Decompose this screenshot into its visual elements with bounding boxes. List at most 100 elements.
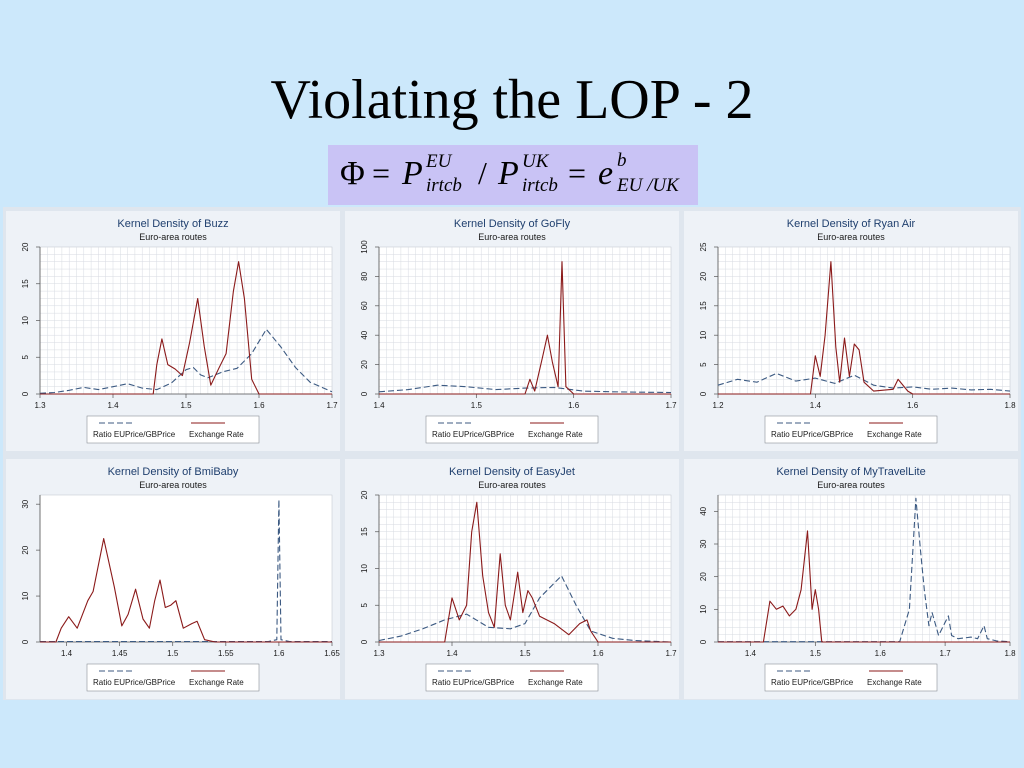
chart-svg: Kernel Density of MyTravelLite Euro-area … <box>699 466 1016 692</box>
y-tick-label: 0 <box>21 639 30 644</box>
x-tick-label: 1.6 <box>253 401 265 410</box>
formula-phi: Φ <box>340 155 365 192</box>
legend: Ratio EUPrice/GBPrice Exchange Rate <box>86 663 260 692</box>
y-tick-label: 0 <box>699 391 708 396</box>
chart-panel-buzz: Kernel Density of Buzz Euro-area routes 1.… <box>6 211 340 451</box>
y-tick-label: 100 <box>360 240 369 254</box>
chart-title: Kernel Density of GoFly <box>454 218 571 230</box>
y-tick-label: 20 <box>360 490 369 499</box>
legend-label: Ratio EUPrice/GBPrice <box>771 430 854 439</box>
y-tick-label: 20 <box>21 242 30 251</box>
series-line-ratio <box>718 497 1011 643</box>
y-tick-label: 15 <box>360 527 369 536</box>
y-tick-label: 0 <box>21 391 30 396</box>
chart-panel-easyjet: Kernel Density of EasyJet Euro-area route… <box>345 459 679 699</box>
grid-lines <box>718 247 1010 394</box>
x-tick-label: 1.45 <box>112 649 128 658</box>
charts-area: Kernel Density of Buzz Euro-area routes 1.… <box>3 207 1021 700</box>
y-tick-label: 5 <box>21 354 30 359</box>
y-tick-label: 20 <box>360 360 369 369</box>
formula-slash: / <box>478 155 487 191</box>
series-line-exchange-rate <box>379 501 671 643</box>
legend-label: Exchange Rate <box>189 430 244 439</box>
chart-title: Kernel Density of MyTravelLite <box>776 466 925 478</box>
legend: Ratio EUPrice/GBPrice Exchange Rate <box>86 415 260 444</box>
formula-p-eu-subscript: irtcb <box>426 175 462 196</box>
chart-panel-mytravellite: Kernel Density of MyTravelLite Euro-area … <box>684 459 1018 699</box>
series-line-exchange-rate <box>40 538 332 643</box>
legend-label: Ratio EUPrice/GBPrice <box>432 678 515 687</box>
grid-lines <box>379 247 671 394</box>
legend-label: Exchange Rate <box>867 430 922 439</box>
formula-p-eu: P <box>402 155 423 192</box>
x-tick-label: 1.6 <box>907 401 919 410</box>
formula-p-uk: P <box>498 155 519 192</box>
legend-label: Ratio EUPrice/GBPrice <box>432 430 515 439</box>
chart-svg: Kernel Density of BmiBaby Euro-area route… <box>21 466 340 692</box>
legend-label: Exchange Rate <box>189 678 244 687</box>
x-tick-label: 1.2 <box>712 401 724 410</box>
x-tick-label: 1.3 <box>34 401 46 410</box>
chart-title: Kernel Density of BmiBaby <box>108 466 239 478</box>
series-line-ratio <box>378 575 672 643</box>
series-line-ratio <box>378 384 672 394</box>
chart-subtitle: Euro-area routes <box>139 480 207 490</box>
legend-label: Ratio EUPrice/GBPrice <box>93 430 176 439</box>
x-tick-label: 1.5 <box>471 401 483 410</box>
x-tick-label: 1.5 <box>180 401 192 410</box>
x-tick-label: 1.4 <box>373 401 385 410</box>
plot-area <box>39 494 333 643</box>
formula-p-uk-superscript: UK <box>522 151 549 172</box>
grid-lines <box>379 495 671 642</box>
x-tick-label: 1.5 <box>519 649 531 658</box>
y-tick-label: 15 <box>699 301 708 310</box>
formula-p-eu-superscript: EU <box>426 151 452 172</box>
y-tick-label: 20 <box>699 271 708 280</box>
legend: Ratio EUPrice/GBPrice Exchange Rate <box>764 663 938 692</box>
legend-label: Exchange Rate <box>528 678 583 687</box>
x-tick-label: 1.6 <box>592 649 604 658</box>
chart-svg: Kernel Density of EasyJet Euro-area route… <box>360 466 677 692</box>
chart-subtitle: Euro-area routes <box>817 480 885 490</box>
chart-subtitle: Euro-area routes <box>817 232 885 242</box>
y-tick-label: 30 <box>21 499 30 508</box>
y-tick-label: 15 <box>21 279 30 288</box>
chart-title: Kernel Density of Ryan Air <box>787 218 916 230</box>
y-tick-label: 40 <box>360 330 369 339</box>
formula-e-subscript: EU /UK <box>617 175 679 196</box>
y-tick-label: 20 <box>21 545 30 554</box>
y-tick-label: 5 <box>360 602 369 607</box>
x-tick-label: 1.7 <box>665 401 677 410</box>
grid-lines <box>40 247 332 394</box>
x-tick-label: 1.5 <box>810 649 822 658</box>
x-tick-label: 1.8 <box>1004 401 1016 410</box>
x-tick-label: 1.4 <box>745 649 757 658</box>
x-tick-label: 1.6 <box>568 401 580 410</box>
x-tick-label: 1.5 <box>167 649 179 658</box>
slide-title: Violating the LOP - 2 <box>270 69 754 131</box>
y-tick-label: 60 <box>360 301 369 310</box>
legend-label: Ratio EUPrice/GBPrice <box>93 678 176 687</box>
chart-panel-bmibaby: Kernel Density of BmiBaby Euro-area route… <box>6 459 340 699</box>
chart-subtitle: Euro-area routes <box>139 232 207 242</box>
chart-svg: Kernel Density of GoFly Euro-area routes 1… <box>360 218 677 444</box>
x-tick-label: 1.6 <box>273 649 285 658</box>
y-tick-label: 10 <box>699 330 708 339</box>
legend-label: Exchange Rate <box>867 678 922 687</box>
x-tick-label: 1.7 <box>940 649 952 658</box>
formula-equals-2: = <box>568 155 587 191</box>
x-tick-label: 1.4 <box>810 401 822 410</box>
chart-subtitle: Euro-area routes <box>478 480 546 490</box>
x-tick-label: 1.4 <box>107 401 119 410</box>
series-line-ratio <box>39 328 333 394</box>
chart-title: Kernel Density of EasyJet <box>449 466 575 478</box>
legend: Ratio EUPrice/GBPrice Exchange Rate <box>425 663 599 692</box>
series-line-exchange-rate <box>718 261 1010 395</box>
chart-subtitle: Euro-area routes <box>478 232 546 242</box>
x-tick-label: 1.65 <box>324 649 340 658</box>
legend-label: Exchange Rate <box>528 430 583 439</box>
x-tick-label: 1.7 <box>326 401 338 410</box>
x-tick-label: 1.8 <box>1004 649 1016 658</box>
y-tick-label: 10 <box>699 604 708 613</box>
y-tick-label: 0 <box>360 639 369 644</box>
